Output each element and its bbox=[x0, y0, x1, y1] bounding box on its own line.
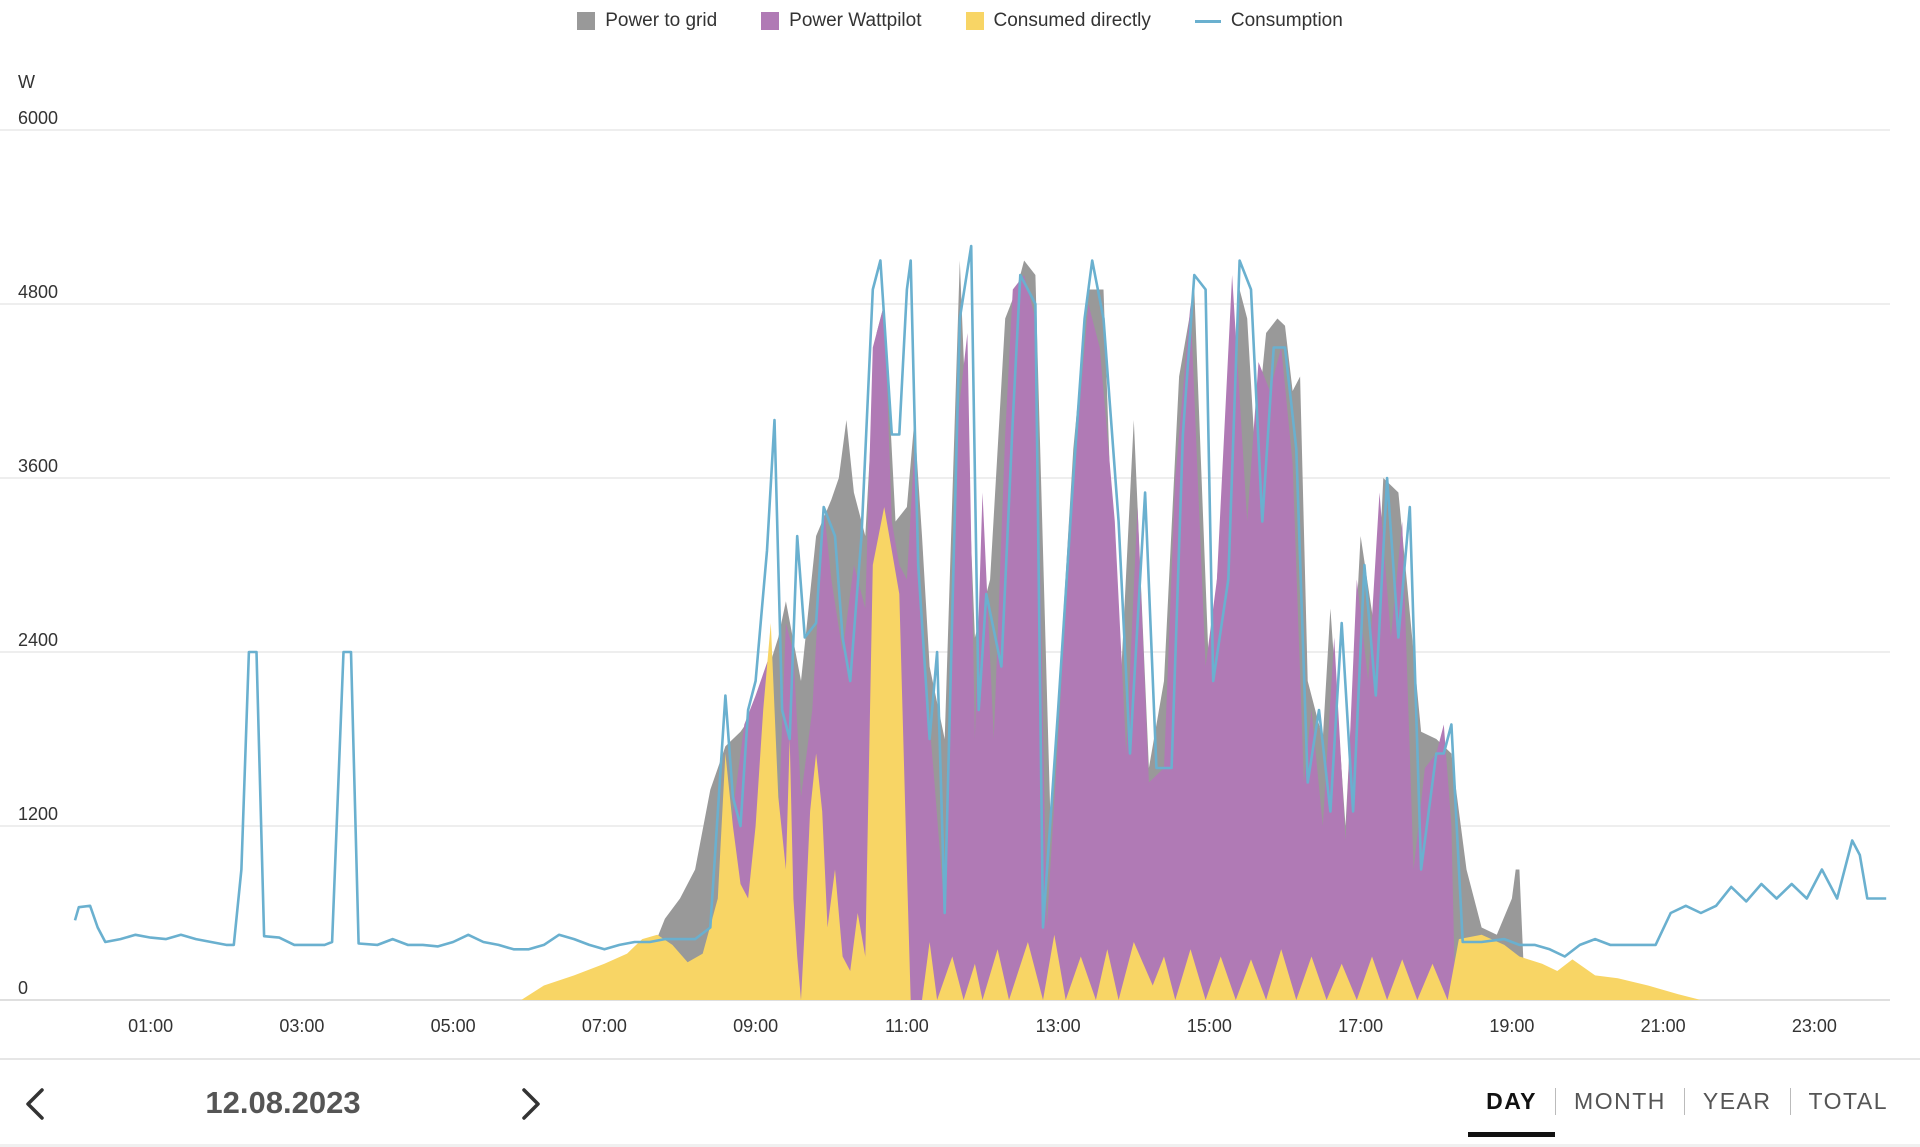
legend-label-power-wattpilot: Power Wattpilot bbox=[789, 10, 922, 31]
chevron-left-icon bbox=[26, 1088, 44, 1120]
x-tick-label: 21:00 bbox=[1641, 1016, 1686, 1036]
y-tick-label: 2400 bbox=[18, 630, 58, 650]
x-tick-label: 15:00 bbox=[1187, 1016, 1232, 1036]
legend-swatch-power-wattpilot bbox=[761, 12, 780, 30]
area-power-wattpilot bbox=[725, 275, 1456, 1000]
x-tick-label: 23:00 bbox=[1792, 1016, 1837, 1036]
x-tick-label: 13:00 bbox=[1036, 1016, 1081, 1036]
legend-label-power-to-grid: Power to grid bbox=[605, 10, 718, 31]
chart-footer-divider bbox=[0, 1058, 1920, 1060]
y-tick-label: 0 bbox=[18, 978, 28, 998]
legend-item-consumed-directly[interactable]: Consumed directly bbox=[965, 10, 1151, 32]
x-tick-label: 03:00 bbox=[279, 1016, 324, 1036]
next-day-button[interactable] bbox=[508, 1082, 552, 1126]
y-tick-label: 4800 bbox=[18, 282, 58, 302]
tab-day[interactable]: DAY bbox=[1468, 1088, 1555, 1137]
legend-label-consumed-directly: Consumed directly bbox=[993, 10, 1151, 31]
legend-swatch-power-to-grid bbox=[577, 12, 596, 30]
legend-item-power-wattpilot[interactable]: Power Wattpilot bbox=[761, 10, 922, 32]
selected-date[interactable]: 12.08.2023 bbox=[205, 1085, 361, 1120]
previous-day-button[interactable] bbox=[14, 1082, 58, 1126]
legend-swatch-consumed-directly bbox=[965, 12, 984, 30]
x-tick-label: 01:00 bbox=[128, 1016, 173, 1036]
chart-legend: Power to grid Power Wattpilot Consumed d… bbox=[0, 10, 1920, 32]
tab-month[interactable]: MONTH bbox=[1555, 1088, 1684, 1115]
legend-item-power-to-grid[interactable]: Power to grid bbox=[577, 10, 717, 32]
area-consumed-directly bbox=[521, 507, 1701, 1000]
period-tabs: DAY MONTH YEAR TOTAL bbox=[1468, 1088, 1907, 1137]
x-tick-label: 05:00 bbox=[431, 1016, 476, 1036]
tab-year[interactable]: YEAR bbox=[1683, 1088, 1790, 1115]
tab-total[interactable]: TOTAL bbox=[1789, 1088, 1907, 1115]
x-tick-label: 17:00 bbox=[1338, 1016, 1383, 1036]
x-tick-label: 07:00 bbox=[582, 1016, 627, 1036]
legend-item-consumption[interactable]: Consumption bbox=[1194, 10, 1343, 32]
footer-bottom-border bbox=[0, 1144, 1920, 1147]
y-tick-label: 6000 bbox=[18, 108, 58, 128]
chevron-right-icon bbox=[522, 1088, 540, 1120]
x-tick-label: 19:00 bbox=[1489, 1016, 1534, 1036]
energy-chart: 0 1200 2400 3600 4800 6000 01:00 03:00 05:00 07:0… bbox=[0, 108, 1890, 1036]
y-tick-label: 3600 bbox=[18, 456, 58, 476]
y-tick-label: 1200 bbox=[18, 804, 58, 824]
y-axis-unit-label: W bbox=[18, 72, 35, 92]
x-tick-label: 09:00 bbox=[733, 1016, 778, 1036]
x-tick-label: 11:00 bbox=[885, 1016, 929, 1036]
legend-swatch-consumption bbox=[1194, 19, 1221, 23]
line-consumption bbox=[73, 244, 1887, 958]
legend-label-consumption: Consumption bbox=[1230, 10, 1343, 31]
